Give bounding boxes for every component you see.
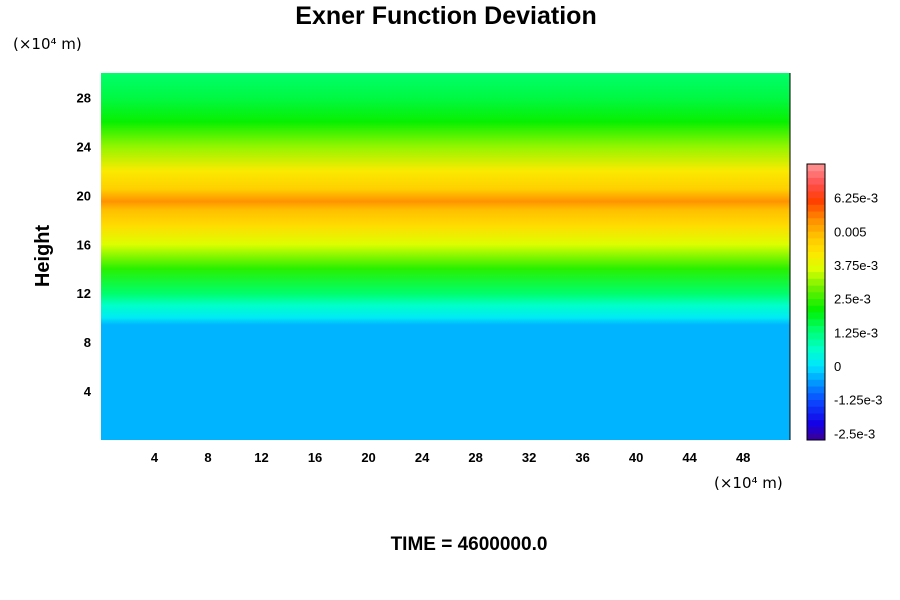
colorbar-band: [807, 170, 825, 178]
x-tick-label: 8: [204, 450, 211, 465]
colorbar-band: [807, 298, 825, 306]
colorbar-tick-label: 0: [834, 359, 841, 374]
x-tick-label: 28: [468, 450, 482, 465]
colorbar-band: [807, 258, 825, 266]
colorbar-band: [807, 312, 825, 320]
y-axis-label: Height: [32, 225, 54, 288]
colorbar-band: [807, 224, 825, 232]
chart-title: Exner Function Deviation: [295, 2, 596, 30]
x-tick-label: 40: [629, 450, 643, 465]
time-label: TIME = 4600000.0: [391, 534, 548, 555]
x-tick-label: 36: [575, 450, 589, 465]
y-unit-label: (×10⁴ m): [13, 35, 82, 53]
x-tick-label: 32: [522, 450, 536, 465]
colorbar-band: [807, 392, 825, 401]
y-tick-label: 8: [84, 335, 91, 350]
colorbar-tick-label: -2.5e-3: [834, 426, 875, 441]
colorbar-band: [807, 426, 825, 434]
colorbar-band: [807, 231, 825, 239]
colorbar-band: [807, 164, 825, 172]
colorbar-band: [807, 244, 825, 252]
y-tick-label: 24: [77, 139, 92, 154]
colorbar-band: [807, 399, 825, 407]
colorbar-band: [807, 386, 825, 394]
colorbar-band: [807, 406, 825, 414]
colorbar-band: [807, 278, 825, 286]
colorbar-band: [807, 365, 825, 374]
colorbar-band: [807, 217, 825, 225]
colorbar-band: [807, 197, 825, 205]
colorbar-ticks: -2.5e-3 -1.25e-3 0 1.25e-3 2.5e-3 3.75e-3 0.00…: [834, 191, 882, 442]
colorbar-band: [807, 332, 825, 340]
colorbar-band: [807, 339, 825, 347]
colorbar-band: [807, 285, 825, 293]
colorbar-tick-label: 1.25e-3: [834, 325, 878, 340]
x-axis-ticks: 4 8 12 16 20 24 28 32 36 40 44 48: [151, 450, 751, 465]
colorbar-band: [807, 325, 825, 333]
colorbar-frame: [806, 163, 826, 441]
x-unit-label: (×10⁴ m): [714, 474, 783, 492]
colorbar-band: [807, 190, 825, 199]
colorbar-band: [807, 419, 825, 427]
colorbar-band: [807, 305, 825, 313]
plot-area: [101, 73, 791, 440]
colorbar-band: [807, 251, 825, 259]
colorbar-band: [807, 359, 825, 367]
colorbar-band: [807, 379, 825, 387]
colorbar-tick-label: 6.25e-3: [834, 191, 878, 206]
colorbar-band: [807, 177, 825, 185]
colorbar-band: [807, 238, 825, 246]
y-tick-label: 20: [77, 188, 91, 203]
contour-field: [101, 73, 790, 440]
x-tick-label: 4: [151, 450, 159, 465]
colorbar-band: [807, 211, 825, 219]
x-tick-label: 16: [308, 450, 322, 465]
y-tick-label: 12: [77, 286, 91, 301]
colorbar-band: [807, 433, 825, 441]
colorbar-band: [807, 413, 825, 421]
colorbar-bands: [807, 164, 825, 441]
colorbar-tick-label: 3.75e-3: [834, 258, 878, 273]
x-tick-label: 20: [361, 450, 375, 465]
colorbar: -2.5e-3 -1.25e-3 0 1.25e-3 2.5e-3 3.75e-3 0.00…: [806, 163, 882, 442]
colorbar-band: [807, 271, 825, 279]
y-tick-label: 16: [77, 237, 91, 252]
colorbar-band: [807, 184, 825, 192]
x-tick-label: 24: [415, 450, 430, 465]
x-tick-label: 44: [682, 450, 697, 465]
colorbar-tick-label: 0.005: [834, 224, 867, 239]
colorbar-band: [807, 345, 825, 353]
colorbar-band: [807, 291, 825, 300]
colorbar-band: [807, 352, 825, 360]
colorbar-band: [807, 204, 825, 212]
colorbar-band: [807, 264, 825, 273]
x-tick-label: 12: [254, 450, 268, 465]
y-tick-label: 28: [77, 90, 91, 105]
y-axis-ticks: 4 8 12 16 20 24 28: [77, 90, 92, 399]
colorbar-band: [807, 372, 825, 380]
colorbar-tick-label: -1.25e-3: [834, 393, 882, 408]
x-tick-label: 48: [736, 450, 750, 465]
y-tick-label: 4: [84, 384, 92, 399]
colorbar-tick-label: 2.5e-3: [834, 292, 871, 307]
colorbar-band: [807, 318, 825, 326]
